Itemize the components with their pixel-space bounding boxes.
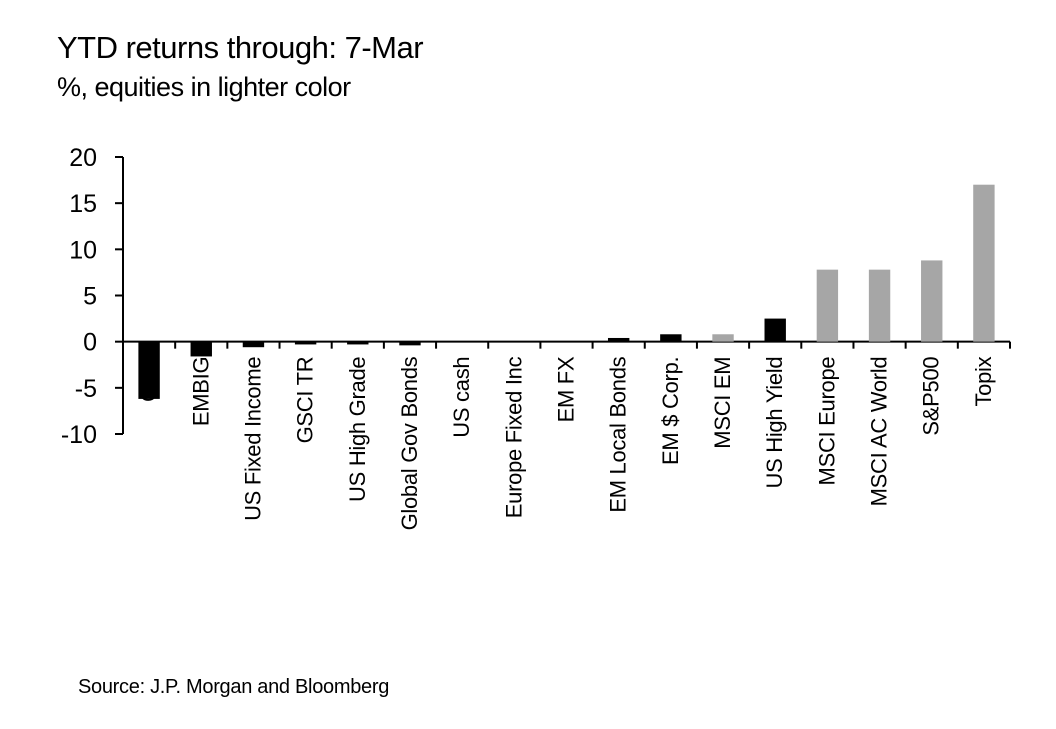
bar	[294, 341, 317, 345]
x-tick-label: Global Gov Bonds	[397, 356, 422, 530]
y-axis: 20 15 10 5 0 -5 -10	[61, 144, 124, 449]
x-tick-label: EMBIG	[188, 357, 213, 426]
bar	[660, 334, 682, 342]
chart-subtitle: %, equities in lighter color	[57, 72, 351, 102]
x-tick-label: Topix	[971, 356, 996, 406]
x-tick-label: EM $ Corp.	[658, 357, 683, 465]
bar	[816, 269, 839, 342]
bar	[347, 341, 369, 345]
x-tick-labels: Gold EMBIG US Fixed Income GSCI TR US High G…	[136, 356, 996, 530]
bar	[921, 260, 943, 342]
x-tick-label: Gold	[136, 357, 161, 402]
x-axis	[122, 340, 1011, 349]
bar	[190, 341, 212, 357]
x-tick-label: US Fixed Income	[240, 357, 265, 521]
bar	[868, 269, 891, 342]
y-tick-label: 15	[69, 190, 97, 218]
x-tick-label: EM FX	[554, 356, 579, 422]
x-tick-label: US High Grade	[345, 357, 370, 502]
x-tick-label: MSCI EM	[710, 357, 735, 449]
x-tick-label: EM Local Bonds	[606, 356, 631, 512]
bar	[607, 337, 630, 342]
x-tick-label: MSCI AC World	[867, 357, 892, 507]
y-tick-label: 10	[69, 236, 97, 264]
y-tick-label: 5	[83, 283, 97, 311]
x-tick-label: US cash	[449, 357, 474, 438]
bar	[242, 341, 265, 348]
y-tick-label: -10	[61, 421, 97, 449]
bar	[712, 334, 734, 342]
bars	[138, 184, 995, 399]
x-tick-label: S&P500	[919, 357, 944, 436]
bar	[399, 341, 421, 346]
bar	[764, 318, 786, 342]
x-tick-label: MSCI Europe	[814, 357, 839, 486]
bar	[973, 184, 995, 342]
y-tick-label: 0	[83, 329, 97, 357]
x-tick-label: Europe Fixed Inc	[501, 356, 526, 518]
bar	[138, 341, 160, 399]
x-tick-label: US High Yield	[762, 357, 787, 489]
chart-title: YTD returns through: 7-Mar	[57, 30, 424, 65]
x-tick-label: GSCI TR	[293, 357, 318, 444]
y-tick-label: 20	[69, 144, 97, 172]
chart-source: Source: J.P. Morgan and Bloomberg	[78, 676, 390, 698]
y-tick-label: -5	[75, 375, 97, 403]
